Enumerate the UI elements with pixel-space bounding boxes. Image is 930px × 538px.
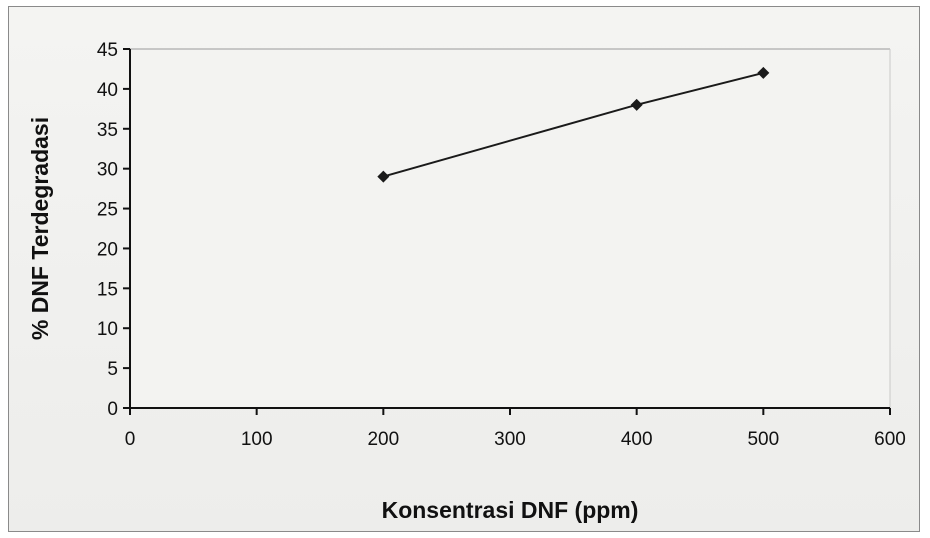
y-tick-label: 35 [97,120,118,141]
x-tick-label: 0 [125,429,136,450]
x-tick-label: 100 [241,429,273,450]
x-tick-label: 400 [621,429,653,450]
data-point [630,98,643,111]
data-point [757,66,770,79]
x-tick-label: 500 [747,429,779,450]
data-point [377,170,390,183]
y-tick-label: 30 [97,160,118,181]
plot-area [130,48,891,408]
y-tick-label: 20 [97,239,118,260]
y-axis-title: % DNF Terdegradasi [27,117,53,340]
x-axis-title: Konsentrasi DNF (ppm) [382,497,639,523]
y-tick-label: 5 [107,359,118,380]
x-tick-label: 200 [367,429,399,450]
x-tick-label: 600 [874,429,906,450]
x-axis: 0 100 200 300 400 500 600 [125,407,906,450]
y-tick-label: 10 [97,319,118,340]
y-axis: 0 5 10 15 20 25 30 35 40 45 [97,40,131,420]
plot-background [130,49,890,408]
y-tick-label: 15 [97,279,118,300]
y-tick-label: 0 [107,399,118,420]
y-tick-label: 25 [97,200,118,221]
y-tick-label: 45 [97,40,118,61]
x-tick-label: 300 [494,429,526,450]
series-layer [377,66,770,183]
y-tick-label: 40 [97,80,118,101]
